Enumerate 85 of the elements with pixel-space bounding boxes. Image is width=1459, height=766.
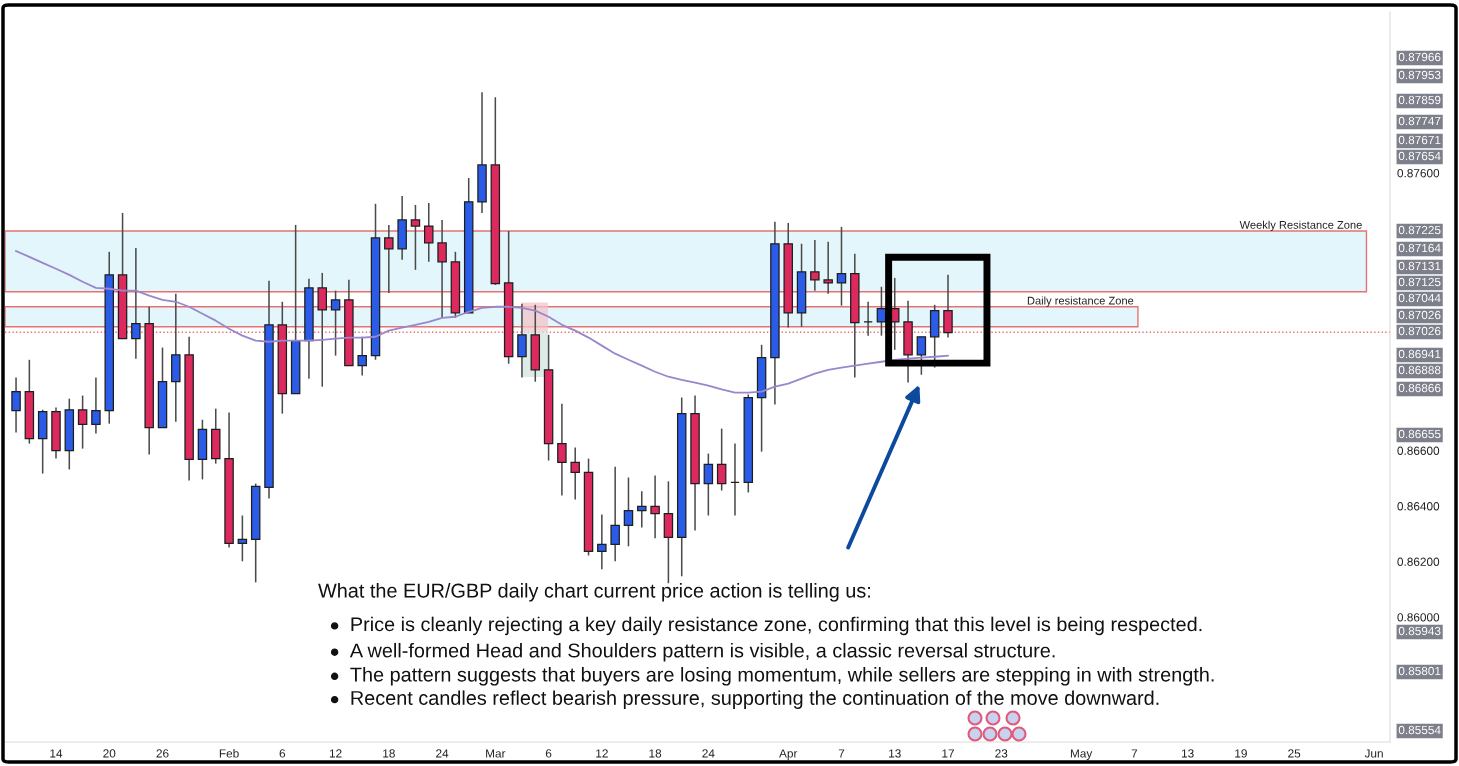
candlestick — [943, 274, 953, 339]
x-tick-label: May — [1070, 749, 1093, 760]
x-tick-label: 24 — [436, 749, 449, 758]
x-tick-label: 24 — [702, 749, 715, 758]
x-tick-label: Apr — [779, 749, 798, 760]
text: 0.86888 — [1398, 365, 1441, 375]
x-tick-label: 26 — [156, 749, 169, 758]
x-tick-label: Mar — [486, 749, 506, 758]
candlestick — [623, 476, 634, 548]
line-series — [15, 250, 949, 394]
text: 0.87671 — [1398, 135, 1441, 145]
x-tick-label: 18 — [649, 749, 662, 758]
x-tick-label: 13 — [889, 749, 901, 758]
text: 0.86655 — [1398, 429, 1441, 439]
candlestick — [357, 335, 367, 377]
x-tick-label: Feb — [219, 748, 239, 758]
text: 0.87966 — [1398, 52, 1441, 62]
candlestick — [131, 247, 141, 360]
text: 0.85943 — [1398, 626, 1441, 636]
y-tick-label: 0.86000 — [1397, 613, 1440, 622]
text: 0.87654 — [1398, 151, 1441, 161]
candlestick — [330, 289, 341, 357]
x-tick-label: 7 — [838, 749, 845, 758]
x-tick-label: Jun — [1364, 749, 1383, 758]
x-tick-label: 20 — [103, 749, 116, 758]
candlestick — [650, 474, 660, 540]
y-tick-label: 0.86600 — [1397, 446, 1440, 455]
text: 0.85801 — [1398, 666, 1441, 676]
y-tick-label: 0.86400 — [1397, 502, 1440, 511]
candlestick — [836, 226, 847, 307]
candlestick — [517, 302, 527, 379]
text: 0.87125 — [1398, 277, 1441, 287]
x-tick-label: 17 — [942, 749, 954, 758]
text: 0.85554 — [1398, 725, 1441, 735]
text: 0.87131 — [1398, 261, 1441, 271]
text: 0.86866 — [1398, 383, 1441, 393]
text: 0.87859 — [1398, 95, 1441, 105]
annotation: Price is cleanly rejecting a key daily resistance zone, confirming that this level is being respected. — [351, 616, 1202, 636]
candlestick — [570, 446, 580, 501]
y-tick-label: 0.87600 — [1397, 169, 1440, 178]
candlestick — [317, 272, 328, 388]
x-tick-label: 14 — [50, 749, 63, 758]
x-tick-label: 7 — [1131, 749, 1138, 758]
candlestick — [823, 241, 833, 295]
y-tick-label: 0.86200 — [1397, 557, 1440, 566]
candlestick — [237, 514, 248, 563]
candlestick — [424, 202, 434, 263]
candlestick — [716, 427, 727, 492]
band-label: Weekly Resistance Zone — [1239, 220, 1362, 231]
x-tick-label: 6 — [279, 749, 286, 758]
x-tick-label: 18 — [383, 749, 395, 758]
candlestick — [637, 490, 647, 529]
candlestick — [610, 465, 620, 563]
text: 0.87953 — [1398, 70, 1441, 80]
candlestick — [384, 224, 394, 294]
x-tick-label: 12 — [329, 749, 342, 758]
candlestick — [916, 335, 927, 376]
text: 0.87026 — [1398, 326, 1441, 336]
candlestick — [703, 452, 714, 517]
candlestick — [77, 394, 88, 450]
x-tick-label: 13 — [1181, 749, 1194, 758]
x-tick-label: 23 — [995, 749, 1008, 758]
x-tick-label: 25 — [1288, 749, 1301, 758]
text: 0.86941 — [1398, 349, 1441, 359]
text: 0.87164 — [1398, 243, 1441, 253]
x-tick-label: 12 — [596, 749, 608, 758]
band-label: Daily resistance Zone — [1027, 296, 1134, 307]
candlestick — [663, 480, 674, 584]
text: 0.87747 — [1398, 116, 1441, 126]
x-tick-label: 6 — [545, 749, 552, 758]
candlestick — [410, 204, 421, 271]
annotation: The pattern suggests that buyers are losing momentum, while sellers are stepping in with strength. — [350, 667, 1214, 686]
candlestick — [11, 376, 21, 434]
text: 0.87044 — [1398, 293, 1441, 303]
annotation: Recent candles reflect bearish pressure, supporting the continuation of the move downward. — [351, 690, 1159, 709]
candlestick — [437, 219, 447, 319]
candlestick — [597, 513, 607, 571]
text: 0.87225 — [1398, 225, 1441, 235]
candlestick — [810, 239, 820, 292]
annotation: A well-formed Head and Shoulders pattern is visible, a classic reversal structure. — [349, 642, 1055, 662]
text: 0.87026 — [1398, 310, 1441, 320]
x-tick-label: 19 — [1235, 749, 1247, 758]
annotation: What the EUR/GBP daily chart current price action is telling us: — [318, 583, 870, 602]
candlestick — [557, 402, 567, 497]
candlestick — [91, 376, 101, 435]
